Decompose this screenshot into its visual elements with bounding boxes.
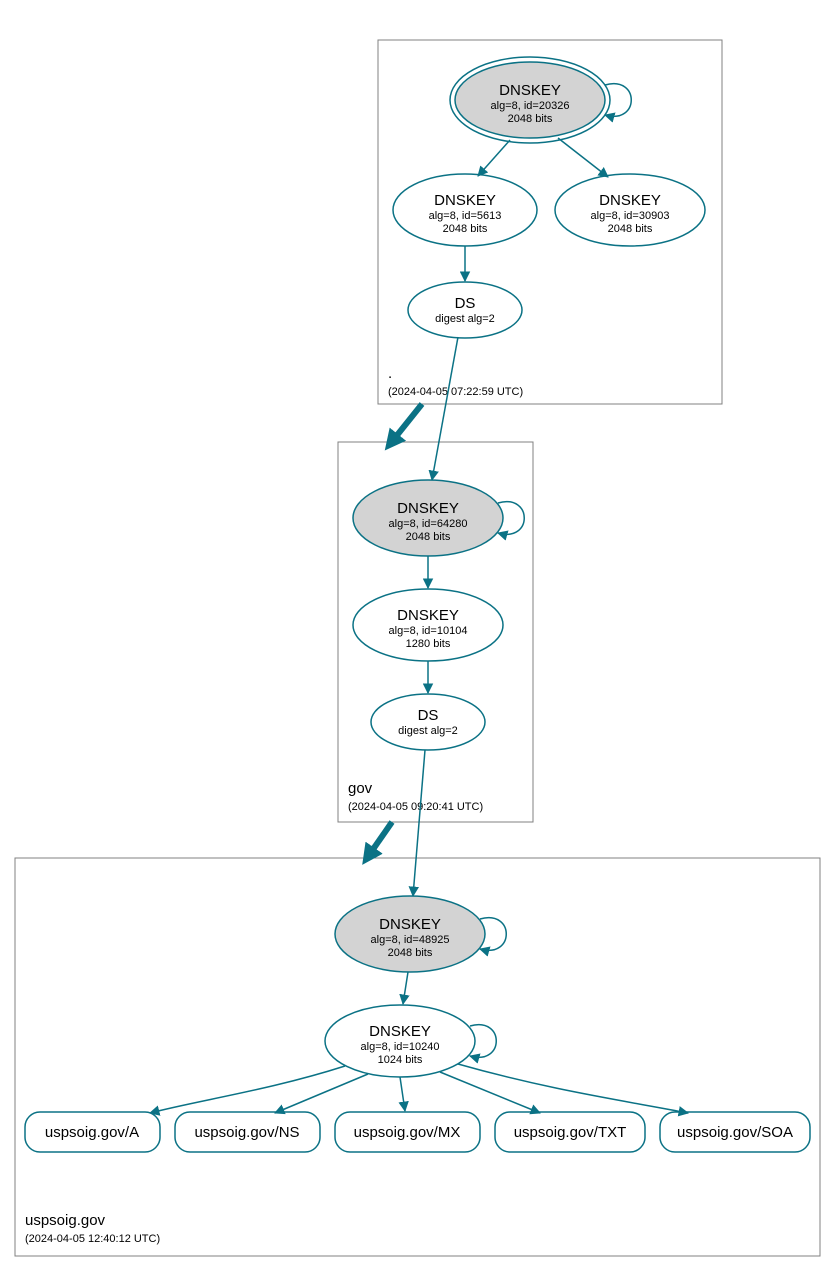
node-gov-ksk: DNSKEY alg=8, id=64280 2048 bits <box>353 480 503 556</box>
svg-text:uspsoig.gov/TXT: uspsoig.gov/TXT <box>514 1124 627 1141</box>
svg-text:DNSKEY: DNSKEY <box>379 916 441 933</box>
svg-text:1280 bits: 1280 bits <box>406 638 451 650</box>
svg-text:alg=8, id=5613: alg=8, id=5613 <box>429 210 502 222</box>
svg-text:uspsoig.gov/SOA: uspsoig.gov/SOA <box>677 1124 793 1141</box>
dnssec-graph: . (2024-04-05 07:22:59 UTC) DNSKEY alg=8… <box>0 0 835 1278</box>
svg-text:DNSKEY: DNSKEY <box>397 607 459 624</box>
svg-text:DNSKEY: DNSKEY <box>599 192 661 209</box>
svg-text:DS: DS <box>418 707 439 724</box>
rrset-soa: uspsoig.gov/SOA <box>660 1112 810 1152</box>
svg-text:2048 bits: 2048 bits <box>406 531 451 543</box>
svg-text:uspsoig.gov/A: uspsoig.gov/A <box>45 1124 139 1141</box>
zone-root-timestamp: (2024-04-05 07:22:59 UTC) <box>388 386 523 398</box>
edge-zsk-ns <box>275 1074 368 1113</box>
edge-delegation-gov-uspsoig <box>367 822 392 858</box>
node-usp-ksk: DNSKEY alg=8, id=48925 2048 bits <box>335 896 485 972</box>
svg-text:2048 bits: 2048 bits <box>443 223 488 235</box>
svg-text:(2024-04-05 09:20:41 UTC): (2024-04-05 09:20:41 UTC) <box>348 801 483 813</box>
zone-root-label: . <box>388 365 392 382</box>
node-root-zsk1: DNSKEY alg=8, id=5613 2048 bits <box>393 174 537 246</box>
node-root-ksk: DNSKEY alg=8, id=20326 2048 bits <box>450 57 610 143</box>
svg-text:digest alg=2: digest alg=2 <box>398 725 458 737</box>
svg-text:alg=8, id=48925: alg=8, id=48925 <box>371 934 450 946</box>
svg-text:DNSKEY: DNSKEY <box>434 192 496 209</box>
rrset-ns: uspsoig.gov/NS <box>175 1112 320 1152</box>
svg-text:uspsoig.gov/MX: uspsoig.gov/MX <box>354 1124 461 1141</box>
node-gov-ds: DS digest alg=2 <box>371 694 485 750</box>
svg-text:DS: DS <box>455 295 476 312</box>
svg-text:alg=8, id=30903: alg=8, id=30903 <box>591 210 670 222</box>
edge-zsk-txt <box>440 1072 540 1113</box>
edge-zsk-mx <box>400 1077 405 1111</box>
svg-text:alg=8, id=10104: alg=8, id=10104 <box>389 625 468 637</box>
edge-zsk-a <box>150 1066 345 1113</box>
svg-text:DNSKEY: DNSKEY <box>369 1023 431 1040</box>
rrset-txt: uspsoig.gov/TXT <box>495 1112 645 1152</box>
edge-root-ds-gov-ksk <box>432 337 458 480</box>
edge-root-ksk-self <box>605 84 631 117</box>
svg-text:uspsoig.gov/NS: uspsoig.gov/NS <box>194 1124 299 1141</box>
edge-delegation-root-gov <box>390 404 422 444</box>
node-usp-zsk: DNSKEY alg=8, id=10240 1024 bits <box>325 1005 475 1077</box>
svg-text:DNSKEY: DNSKEY <box>499 82 561 99</box>
svg-text:alg=8, id=64280: alg=8, id=64280 <box>389 518 468 530</box>
zone-uspsoig-label: uspsoig.gov <box>25 1212 106 1229</box>
zone-gov-label: gov <box>348 780 373 797</box>
edge-root-ksk-zsk1 <box>478 140 510 176</box>
node-root-zsk2: DNSKEY alg=8, id=30903 2048 bits <box>555 174 705 246</box>
node-root-ds: DS digest alg=2 <box>408 282 522 338</box>
edge-root-ksk-zsk2 <box>558 138 608 177</box>
svg-text:1024 bits: 1024 bits <box>378 1054 423 1066</box>
svg-text:alg=8, id=10240: alg=8, id=10240 <box>361 1041 440 1053</box>
rrset-mx: uspsoig.gov/MX <box>335 1112 480 1152</box>
edge-zsk-soa <box>458 1064 688 1113</box>
svg-text:2048 bits: 2048 bits <box>388 947 433 959</box>
rrset-a: uspsoig.gov/A <box>25 1112 160 1152</box>
svg-text:alg=8, id=20326: alg=8, id=20326 <box>491 100 570 112</box>
node-gov-zsk: DNSKEY alg=8, id=10104 1280 bits <box>353 589 503 661</box>
svg-text:2048 bits: 2048 bits <box>608 223 653 235</box>
svg-text:DNSKEY: DNSKEY <box>397 500 459 517</box>
svg-text:(2024-04-05 12:40:12 UTC): (2024-04-05 12:40:12 UTC) <box>25 1233 160 1245</box>
svg-text:2048 bits: 2048 bits <box>508 113 553 125</box>
edge-gov-ds-usp-ksk <box>413 750 425 896</box>
svg-text:digest alg=2: digest alg=2 <box>435 313 495 325</box>
edge-usp-ksk-zsk <box>403 972 408 1004</box>
